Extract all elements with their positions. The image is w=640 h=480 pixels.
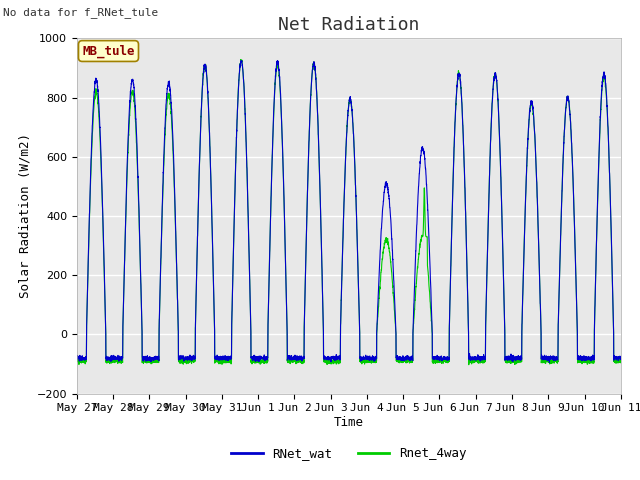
Rnet_4way [502, 358, 509, 364]
Line: Rnet_4way: Rnet_4way [77, 60, 621, 365]
RNet_wat [502, 355, 509, 361]
Text: No data for f_RNet_tule: No data for f_RNet_tule [3, 7, 159, 18]
RNet_wat [617, 355, 625, 361]
Line: RNet_wat: RNet_wat [77, 60, 621, 362]
Text: MB_tule: MB_tule [82, 44, 135, 58]
RNet_wat [545, 360, 553, 365]
Rnet_4way [617, 358, 625, 363]
Rnet_4way [471, 358, 479, 364]
RNet_wat [441, 354, 449, 360]
Rnet_4way [329, 360, 337, 365]
RNet_wat [237, 58, 245, 63]
Rnet_4way [616, 360, 624, 366]
Title: Net Radiation: Net Radiation [278, 16, 419, 34]
RNet_wat [471, 355, 479, 361]
Rnet_4way [441, 357, 449, 362]
Rnet_4way [171, 194, 179, 200]
Rnet_4way [73, 357, 81, 363]
Rnet_4way [237, 57, 244, 62]
Y-axis label: Solar Radiation (W/m2): Solar Radiation (W/m2) [18, 133, 31, 299]
Legend: RNet_wat, Rnet_4way: RNet_wat, Rnet_4way [227, 443, 471, 466]
X-axis label: Time: Time [334, 416, 364, 429]
RNet_wat [73, 353, 81, 359]
Rnet_4way [465, 362, 472, 368]
RNet_wat [171, 185, 179, 191]
RNet_wat [616, 356, 624, 361]
RNet_wat [329, 354, 337, 360]
